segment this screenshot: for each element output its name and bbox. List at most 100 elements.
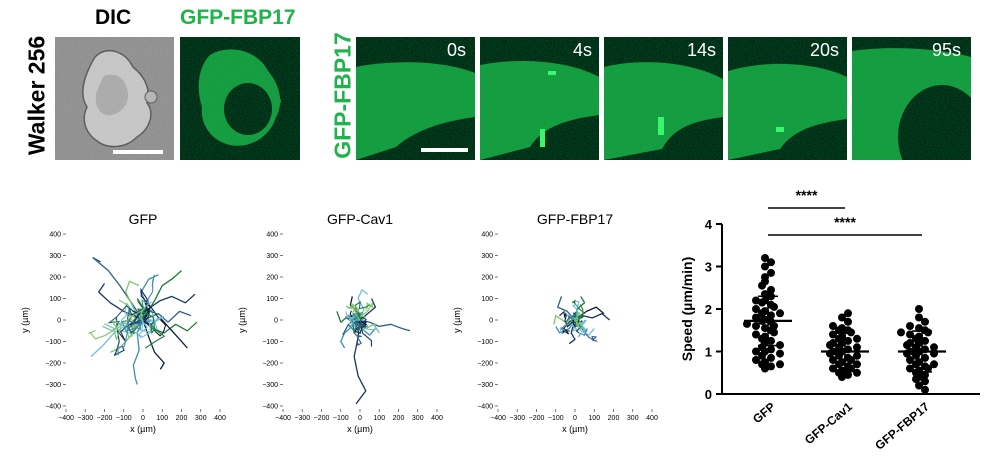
track-line (142, 310, 166, 349)
dic-header: DIC (95, 6, 132, 29)
dic-image (55, 37, 174, 160)
y-tick-label: −100 (262, 339, 278, 346)
x-tick-label: 300 (412, 415, 424, 422)
speed-point (844, 317, 852, 326)
track-line (104, 319, 144, 341)
speed-point (915, 381, 923, 390)
speed-category-label: GFP-Cav1 (802, 399, 855, 447)
track-line (353, 319, 367, 405)
y-tick-label: −300 (45, 382, 61, 389)
speed-point (838, 332, 846, 341)
track-line (574, 319, 587, 334)
speed-point (921, 370, 929, 379)
speed-point (767, 258, 775, 267)
speed-y-tick-label: 4 (705, 217, 713, 232)
speed-point (767, 345, 775, 354)
speed-point (767, 268, 775, 277)
track-line (353, 319, 364, 347)
track-plot-title: GFP-FBP17 (537, 211, 613, 227)
x-tick-label: 100 (373, 415, 385, 422)
timelapse-panel-2 (604, 37, 723, 160)
speed-point (761, 262, 769, 271)
speed-point (752, 305, 760, 313)
x-tick-label: −300 (77, 415, 93, 422)
speed-point (930, 360, 938, 369)
speed-point (761, 332, 769, 341)
speed-point (752, 347, 760, 356)
speed-point (897, 328, 905, 337)
speed-point (761, 307, 769, 316)
speed-point (844, 336, 852, 345)
x-tick-label: −200 (314, 415, 330, 422)
y-tick-label: −200 (262, 361, 278, 368)
speed-point (906, 330, 914, 339)
speed-point (752, 296, 760, 305)
timelapse-vertical-label: GFP-FBP17 (329, 32, 356, 159)
speed-point (906, 339, 914, 347)
x-axis-label: x (µm) (347, 424, 373, 434)
track-line (559, 310, 576, 328)
track-line (351, 306, 364, 323)
speed-point (752, 313, 760, 322)
speed-point (752, 356, 760, 364)
speed-y-tick-label: 0 (705, 387, 712, 402)
y-tick-label: 300 (266, 253, 278, 260)
track-line (345, 303, 361, 321)
speed-point (921, 336, 929, 345)
x-axis-label: x (µm) (562, 424, 588, 434)
track-plot-title: GFP-Cav1 (327, 211, 393, 227)
speed-point (838, 313, 846, 322)
y-tick-label: 400 (266, 232, 278, 239)
speed-point (767, 311, 775, 320)
speed-y-tick-label: 2 (705, 302, 712, 317)
time-label-1: 4s (573, 40, 593, 60)
significance-label: **** (834, 214, 856, 230)
y-tick-label: 400 (49, 232, 61, 239)
x-tick-label: 0 (358, 415, 362, 422)
track-line (357, 289, 369, 321)
time-label-3: 20s (810, 40, 840, 60)
y-tick-label: 300 (481, 253, 493, 260)
speed-point (921, 353, 929, 362)
speed-point (767, 353, 775, 362)
x-tick-label: 100 (156, 415, 168, 422)
y-axis-label: y (µm) (452, 307, 462, 333)
x-tick-label: −100 (548, 415, 564, 422)
speed-point (776, 341, 784, 350)
speed-point (844, 362, 852, 371)
x-tick-label: 200 (608, 415, 620, 422)
speed-point (829, 356, 837, 364)
speed-point (844, 353, 852, 362)
y-tick-label: 400 (481, 232, 493, 239)
speed-point (921, 362, 929, 371)
gfp-fbp17-header: GFP-FBP17 (180, 6, 296, 29)
speed-y-tick-label: 1 (705, 345, 712, 360)
y-tick-label: −100 (477, 339, 493, 346)
speed-point (853, 343, 861, 352)
speed-point (853, 351, 861, 360)
track-line (88, 310, 144, 340)
speed-point (767, 362, 775, 371)
speed-point (838, 358, 846, 367)
y-tick-label: 200 (481, 275, 493, 282)
speed-point (838, 324, 846, 333)
y-tick-label: −400 (477, 404, 493, 411)
speed-point (767, 300, 775, 309)
speed-point (921, 377, 929, 386)
track-line (92, 257, 144, 321)
timelapse-panel-3 (728, 37, 847, 160)
speed-point (853, 334, 861, 343)
track-line (571, 300, 580, 321)
track-line (125, 280, 144, 321)
y-tick-label: −400 (262, 404, 278, 411)
speed-point (906, 322, 914, 330)
y-tick-label: −100 (45, 339, 61, 346)
speed-point (776, 349, 784, 358)
walker-256-label: Walker 256 (23, 35, 50, 156)
speed-point (915, 324, 923, 333)
y-tick-label: 0 (57, 318, 61, 325)
speed-point (853, 360, 861, 369)
x-tick-label: −300 (294, 415, 310, 422)
y-tick-label: −200 (45, 361, 61, 368)
x-tick-label: −300 (509, 415, 525, 422)
